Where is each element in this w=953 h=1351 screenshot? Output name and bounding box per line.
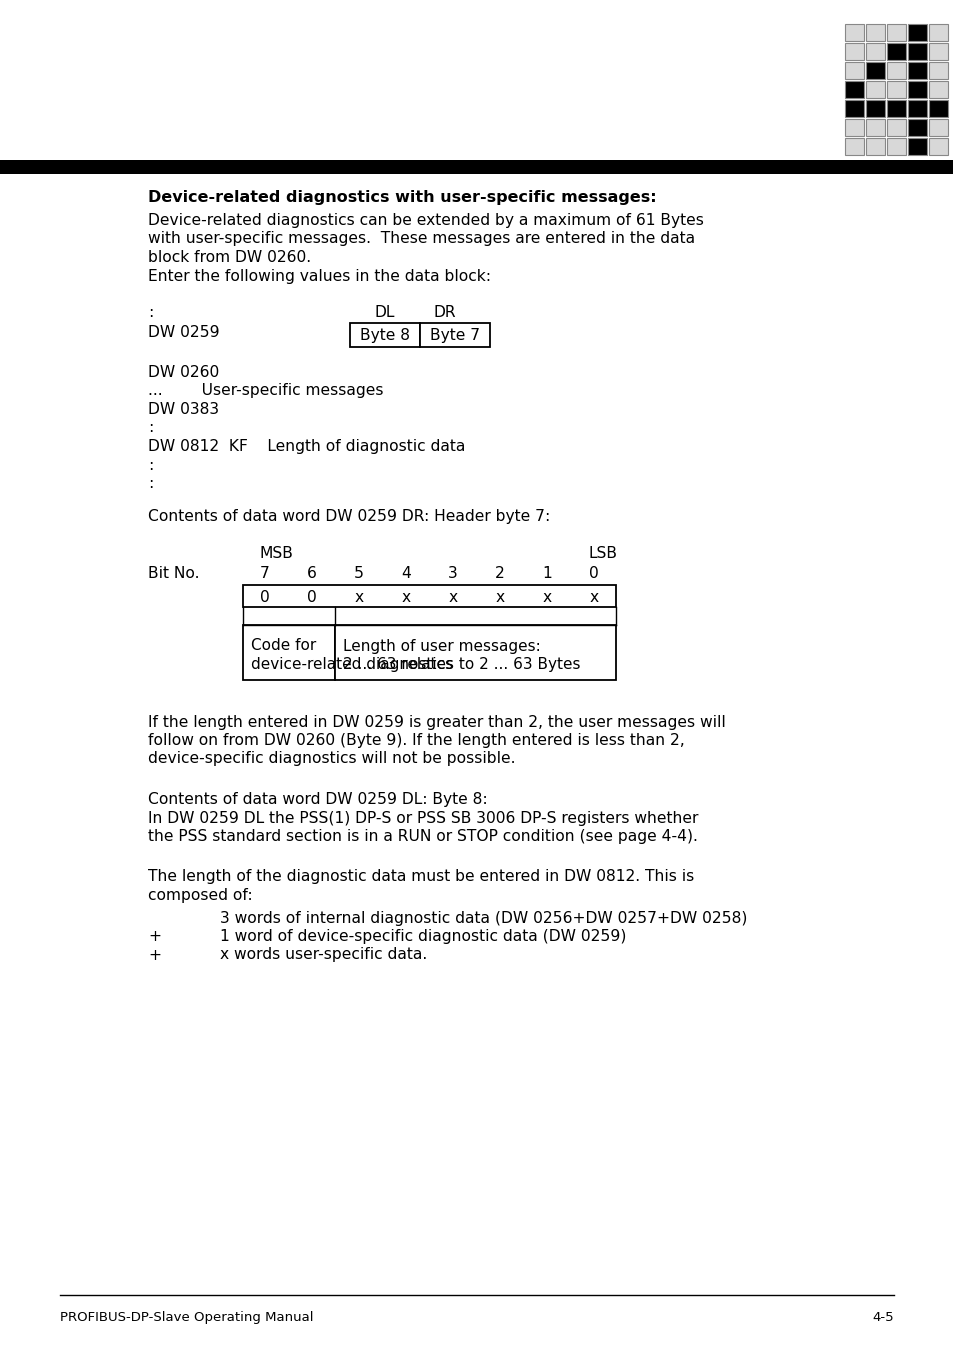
Bar <box>844 24 863 41</box>
Text: 6: 6 <box>307 566 316 581</box>
Text: :: : <box>148 420 153 435</box>
Bar <box>928 138 947 155</box>
Text: Enter the following values in the data block:: Enter the following values in the data b… <box>148 269 491 284</box>
Bar <box>865 100 884 118</box>
Bar <box>419 323 490 347</box>
Bar <box>844 43 863 59</box>
Text: 1: 1 <box>541 566 551 581</box>
Bar <box>844 62 863 78</box>
Bar <box>886 62 905 78</box>
Text: DL: DL <box>375 305 395 320</box>
Text: 4-5: 4-5 <box>871 1310 893 1324</box>
Text: x: x <box>448 590 457 605</box>
Text: device-specific diagnostics will not be possible.: device-specific diagnostics will not be … <box>148 751 515 766</box>
Text: 0: 0 <box>589 566 598 581</box>
Text: DW 0812  KF    Length of diagnostic data: DW 0812 KF Length of diagnostic data <box>148 439 465 454</box>
Text: +: + <box>148 929 161 944</box>
Text: DW 0260: DW 0260 <box>148 365 219 380</box>
Text: x: x <box>355 590 363 605</box>
Text: composed of:: composed of: <box>148 888 253 902</box>
Text: 4: 4 <box>400 566 411 581</box>
Text: DW 0383: DW 0383 <box>148 403 219 417</box>
Text: the PSS standard section is in a RUN or STOP condition (see page 4-4).: the PSS standard section is in a RUN or … <box>148 830 698 844</box>
Text: ...        User-specific messages: ... User-specific messages <box>148 384 383 399</box>
Bar <box>0 159 953 174</box>
Text: Length of user messages:: Length of user messages: <box>343 639 540 654</box>
Bar <box>243 585 616 607</box>
Text: MSB: MSB <box>260 547 294 562</box>
Text: Device-related diagnostics with user-specific messages:: Device-related diagnostics with user-spe… <box>148 190 656 205</box>
Bar <box>886 24 905 41</box>
Bar <box>844 100 863 118</box>
Text: 3 words of internal diagnostic data (DW 0256+DW 0257+DW 0258): 3 words of internal diagnostic data (DW … <box>220 911 746 925</box>
Text: 3: 3 <box>448 566 457 581</box>
Bar <box>928 43 947 59</box>
Bar <box>844 81 863 99</box>
Text: device-related diagnostics: device-related diagnostics <box>251 657 453 671</box>
Bar <box>907 119 926 136</box>
Bar <box>886 119 905 136</box>
Bar <box>350 323 419 347</box>
Bar <box>907 81 926 99</box>
Text: LSB: LSB <box>588 547 618 562</box>
Bar <box>844 119 863 136</box>
Text: 2 ... 63 relates to 2 ... 63 Bytes: 2 ... 63 relates to 2 ... 63 Bytes <box>343 657 580 671</box>
Text: x words user-specific data.: x words user-specific data. <box>220 947 427 962</box>
Text: 0: 0 <box>260 590 270 605</box>
Bar <box>243 624 335 680</box>
Text: follow on from DW 0260 (Byte 9). If the length entered is less than 2,: follow on from DW 0260 (Byte 9). If the … <box>148 734 684 748</box>
Text: :: : <box>148 476 153 490</box>
Text: If the length entered in DW 0259 is greater than 2, the user messages will: If the length entered in DW 0259 is grea… <box>148 715 725 730</box>
Text: +: + <box>148 947 161 962</box>
Text: :: : <box>148 458 153 473</box>
Text: x: x <box>495 590 504 605</box>
Bar <box>886 43 905 59</box>
Text: Bit No.: Bit No. <box>148 566 199 581</box>
Text: In DW 0259 DL the PSS(1) DP-S or PSS SB 3006 DP-S registers whether: In DW 0259 DL the PSS(1) DP-S or PSS SB … <box>148 811 698 825</box>
Text: x: x <box>401 590 410 605</box>
Text: 2: 2 <box>495 566 504 581</box>
Bar <box>865 81 884 99</box>
Text: Contents of data word DW 0259 DR: Header byte 7:: Contents of data word DW 0259 DR: Header… <box>148 508 550 523</box>
Bar <box>865 138 884 155</box>
Text: with user-specific messages.  These messages are entered in the data: with user-specific messages. These messa… <box>148 231 695 246</box>
Text: 1 word of device-specific diagnostic data (DW 0259): 1 word of device-specific diagnostic dat… <box>220 929 626 944</box>
Text: The length of the diagnostic data must be entered in DW 0812. This is: The length of the diagnostic data must b… <box>148 870 694 885</box>
Bar <box>928 100 947 118</box>
Bar <box>886 138 905 155</box>
Text: block from DW 0260.: block from DW 0260. <box>148 250 311 265</box>
Bar <box>907 24 926 41</box>
Text: x: x <box>542 590 551 605</box>
Text: Contents of data word DW 0259 DL: Byte 8:: Contents of data word DW 0259 DL: Byte 8… <box>148 792 487 807</box>
Text: Code for: Code for <box>251 639 315 654</box>
Bar <box>907 100 926 118</box>
Text: Byte 8: Byte 8 <box>359 328 410 343</box>
Text: DW 0259: DW 0259 <box>148 326 219 340</box>
Bar <box>865 119 884 136</box>
Text: DR: DR <box>434 305 456 320</box>
Bar <box>865 43 884 59</box>
Text: :: : <box>148 305 153 320</box>
Bar <box>928 81 947 99</box>
Text: 5: 5 <box>354 566 364 581</box>
Bar <box>928 24 947 41</box>
Bar <box>844 138 863 155</box>
Bar <box>865 62 884 78</box>
Text: Device-related diagnostics can be extended by a maximum of 61 Bytes: Device-related diagnostics can be extend… <box>148 213 703 228</box>
Bar <box>907 138 926 155</box>
Text: PROFIBUS-DP-Slave Operating Manual: PROFIBUS-DP-Slave Operating Manual <box>60 1310 314 1324</box>
Bar <box>928 62 947 78</box>
Text: 0: 0 <box>307 590 316 605</box>
Bar <box>335 624 616 680</box>
Bar <box>907 43 926 59</box>
Bar <box>907 62 926 78</box>
Bar <box>928 119 947 136</box>
Text: 7: 7 <box>260 566 270 581</box>
Bar <box>886 81 905 99</box>
Text: Byte 7: Byte 7 <box>430 328 479 343</box>
Bar <box>886 100 905 118</box>
Text: x: x <box>589 590 598 605</box>
Bar <box>865 24 884 41</box>
